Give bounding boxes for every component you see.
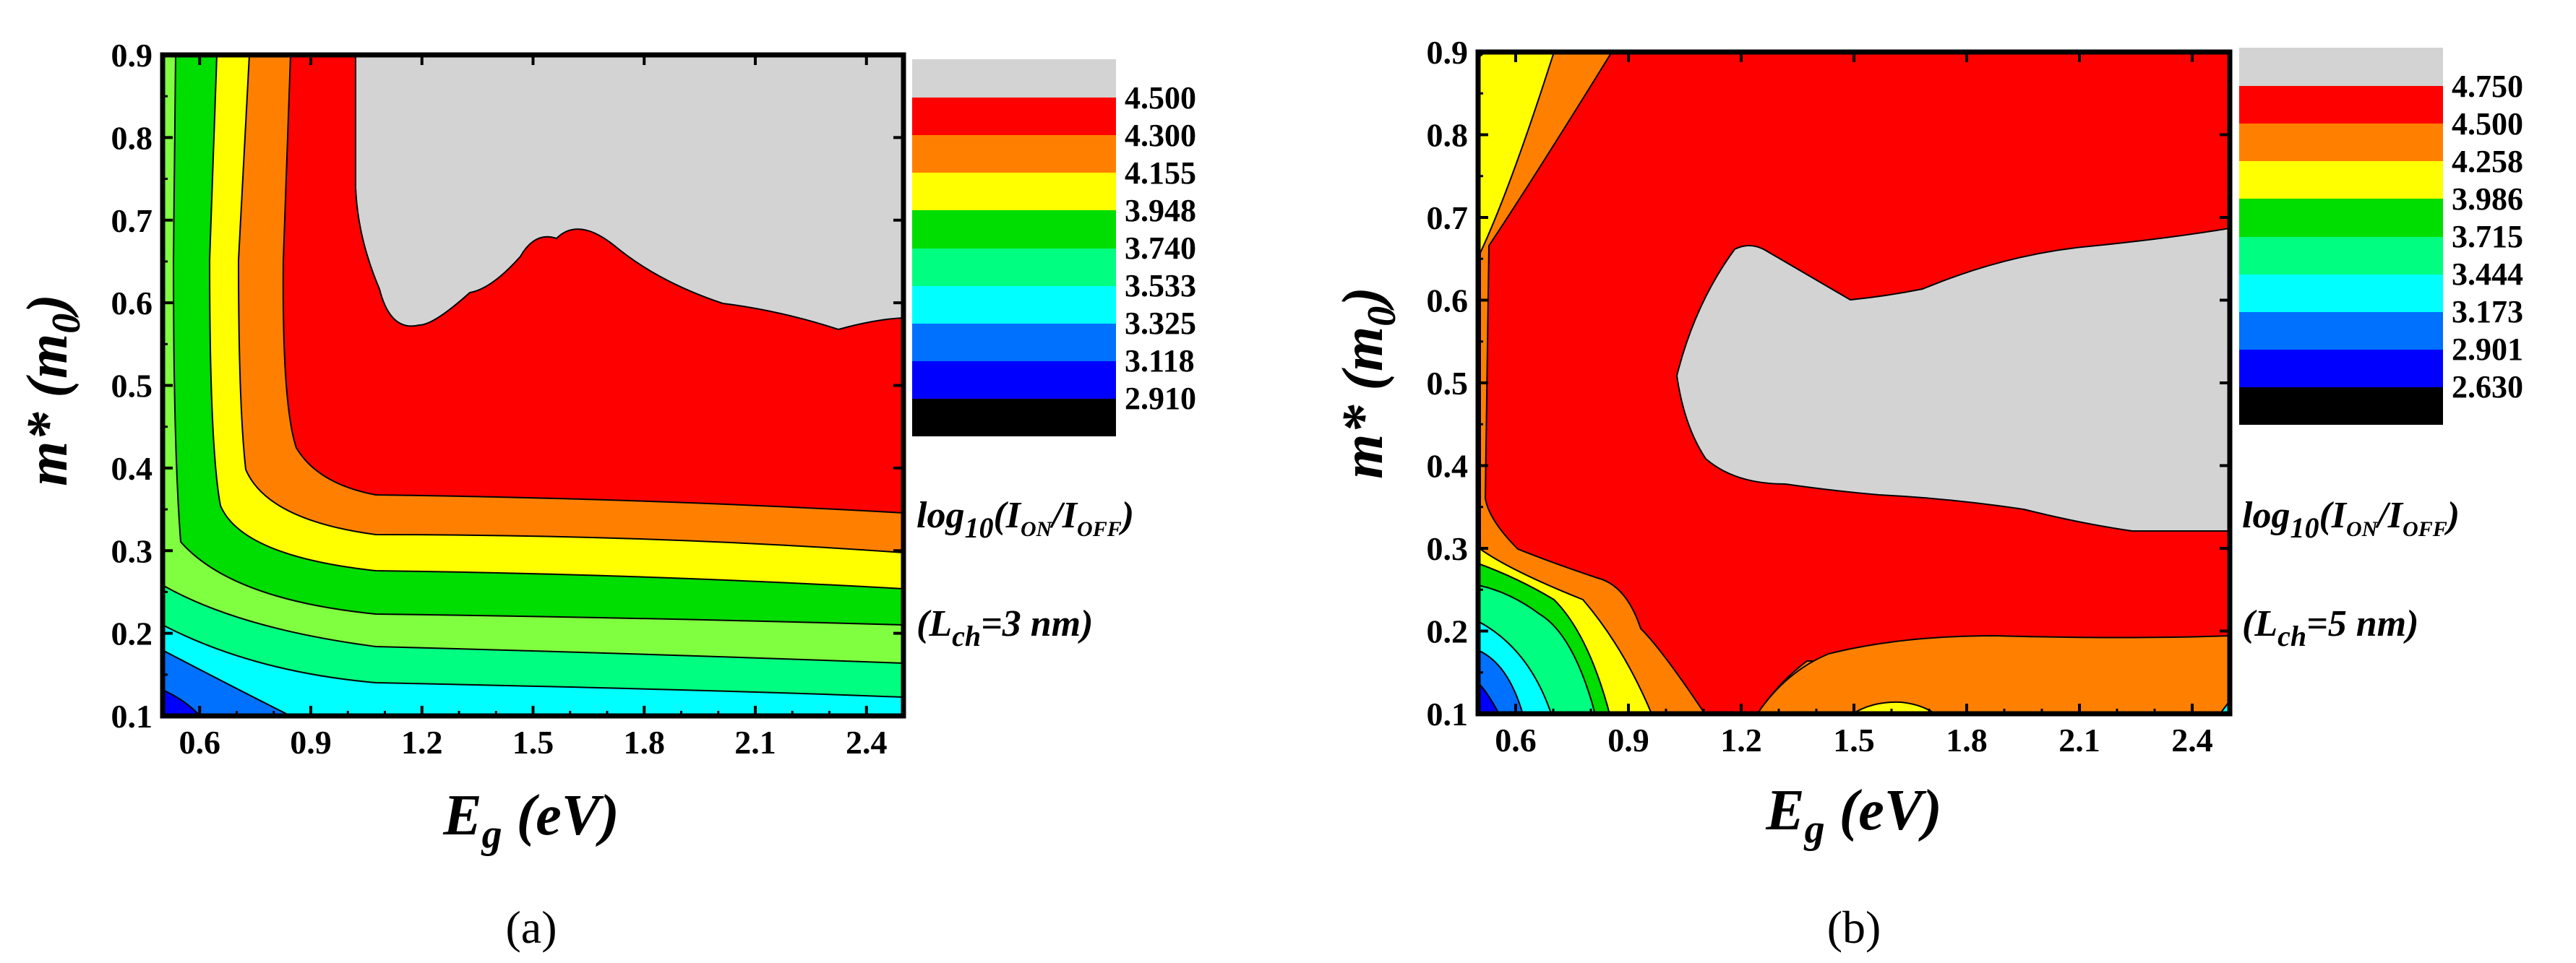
colorbar-a-title: log10(ION/IOFF) — [916, 495, 1134, 544]
y-tick-label: 0.9 — [111, 37, 153, 74]
y-tick-label: 0.8 — [1427, 117, 1469, 154]
colorbar-a-label-7: 3.118 — [1125, 343, 1195, 379]
colorbar-a-label-0: 4.500 — [1125, 80, 1196, 116]
x-tick-label: 2.4 — [846, 724, 888, 761]
colorbar-b-4258 — [2239, 124, 2443, 161]
panel-label-a: (a) — [505, 902, 557, 953]
x-tick-label: 2.4 — [2171, 722, 2213, 759]
contour-band-b-max — [1676, 228, 2230, 532]
y-tick-label: 0.3 — [1427, 530, 1469, 567]
y-ticks-b: 0.1 0.2 0.3 0.4 0.5 0.6 0.7 0.8 0.9 — [1427, 34, 2230, 733]
colorbar-b-title: log10(ION/IOFF) — [2242, 495, 2460, 544]
colorbar-a-label-6: 3.325 — [1125, 306, 1196, 341]
x-tick-label: 1.5 — [1833, 722, 1875, 759]
x-axis-title-b: Eg (eV) — [1765, 779, 1942, 852]
y-tick-label: 0.9 — [1427, 34, 1469, 71]
colorbar-a-label-8: 2.910 — [1125, 381, 1196, 416]
y-axis-title-a: m* (m0) — [16, 294, 89, 486]
colorbar-b-label-6: 3.173 — [2452, 294, 2523, 329]
colorbar-b-label-8: 2.630 — [2452, 369, 2523, 405]
colorbar-a-3740 — [912, 210, 1116, 249]
colorbar-b: 4.750 4.500 4.258 3.986 3.715 3.444 3.17… — [2239, 48, 2523, 652]
colorbar-a-label-2: 4.155 — [1125, 155, 1196, 191]
colorbar-b-2901 — [2239, 312, 2443, 350]
y-tick-label: 0.5 — [1427, 365, 1469, 402]
colorbar-b-note: (Lch=5 nm) — [2242, 603, 2418, 652]
colorbar-a-3533 — [912, 249, 1116, 286]
colorbar-b-3986 — [2239, 161, 2443, 199]
y-tick-label: 0.3 — [111, 532, 153, 569]
colorbar-b-label-7: 2.901 — [2452, 332, 2523, 367]
colorbar-b-2630 — [2239, 350, 2443, 387]
x-tick-label: 1.2 — [1720, 722, 1762, 759]
contour-band-max — [355, 55, 903, 330]
colorbar-a-max — [912, 59, 1116, 98]
colorbar-a: 4.500 4.300 4.155 3.948 3.740 3.533 3.32… — [912, 59, 1196, 652]
contour-band-b-bottom-yellow — [1851, 701, 1936, 714]
x-tick-label: 1.5 — [512, 724, 554, 761]
colorbar-a-label-4: 3.740 — [1125, 230, 1196, 266]
contour-fill-b — [1478, 52, 2230, 714]
colorbar-a-label-3: 3.948 — [1125, 193, 1196, 228]
y-tick-label: 0.8 — [111, 119, 153, 156]
x-axis-title-a: Eg (eV) — [442, 784, 619, 857]
y-tick-label: 0.4 — [111, 450, 153, 487]
colorbar-b-label-5: 3.444 — [2452, 256, 2523, 292]
colorbar-a-note: (Lch=3 nm) — [916, 603, 1093, 652]
y-tick-label: 0.1 — [111, 698, 153, 735]
colorbar-b-min — [2239, 387, 2443, 425]
colorbar-b-4500 — [2239, 86, 2443, 124]
x-ticks-b: 0.6 0.9 1.2 1.5 1.8 2.1 2.4 — [1477, 52, 2231, 759]
x-tick-label: 2.1 — [734, 724, 776, 761]
y-tick-label: 0.4 — [1427, 448, 1469, 485]
colorbar-b-label-2: 4.258 — [2452, 144, 2523, 179]
panel-a: 0.1 0.2 0.3 0.4 0.5 0.6 0.7 0.8 0.9 0.6 0.9 1.2 1.5… — [16, 37, 1196, 953]
x-tick-label: 0.9 — [1607, 722, 1649, 759]
colorbar-a-2910 — [912, 361, 1116, 399]
y-tick-label: 0.7 — [111, 202, 153, 239]
y-tick-label: 0.2 — [111, 616, 153, 652]
colorbar-b-label-0: 4.750 — [2452, 69, 2523, 104]
colorbar-b-3444 — [2239, 237, 2443, 275]
y-tick-label: 0.2 — [1427, 613, 1469, 650]
x-tick-label: 0.6 — [1495, 722, 1537, 759]
x-tick-label: 0.9 — [290, 724, 332, 761]
colorbar-a-label-1: 4.300 — [1125, 118, 1196, 153]
colorbar-b-3715 — [2239, 199, 2443, 237]
colorbar-a-3325 — [912, 286, 1116, 324]
y-tick-label: 0.6 — [1427, 282, 1469, 319]
colorbar-b-label-1: 4.500 — [2452, 106, 2523, 142]
colorbar-b-label-4: 3.715 — [2452, 219, 2523, 254]
x-tick-label: 1.8 — [1946, 722, 1988, 759]
x-tick-label: 1.2 — [401, 724, 443, 761]
colorbar-a-4300 — [912, 98, 1116, 135]
y-ticks-a: 0.1 0.2 0.3 0.4 0.5 0.6 0.7 0.8 0.9 — [111, 37, 903, 735]
contour-fill-a — [163, 55, 903, 716]
y-axis-title-b: m* (m0) — [1331, 287, 1404, 479]
colorbar-a-4155 — [912, 135, 1116, 173]
colorbar-b-label-3: 3.986 — [2452, 181, 2523, 217]
x-tick-label: 1.8 — [624, 724, 666, 761]
y-tick-label: 0.7 — [1427, 199, 1469, 236]
panel-label-b: (b) — [1827, 902, 1881, 953]
colorbar-a-min — [912, 399, 1116, 436]
colorbar-a-3948 — [912, 173, 1116, 210]
colorbar-a-label-5: 3.533 — [1125, 268, 1196, 303]
colorbar-b-max — [2239, 48, 2443, 86]
colorbar-a-3118 — [912, 324, 1116, 361]
contour-band-b-bottom-orange — [1756, 635, 2230, 714]
x-tick-label: 2.1 — [2058, 722, 2100, 759]
panel-b: 0.1 0.2 0.3 0.4 0.5 0.6 0.7 0.8 0.9 0.6 0.9 1.2 1.5… — [1331, 34, 2523, 953]
y-tick-label: 0.1 — [1427, 696, 1469, 733]
colorbar-b-3173 — [2239, 275, 2443, 312]
x-ticks-a: 0.6 0.9 1.2 1.5 1.8 2.1 2.4 — [161, 55, 905, 761]
y-tick-label: 0.5 — [111, 368, 153, 405]
x-tick-label: 0.6 — [179, 724, 221, 761]
y-tick-label: 0.6 — [111, 285, 153, 321]
